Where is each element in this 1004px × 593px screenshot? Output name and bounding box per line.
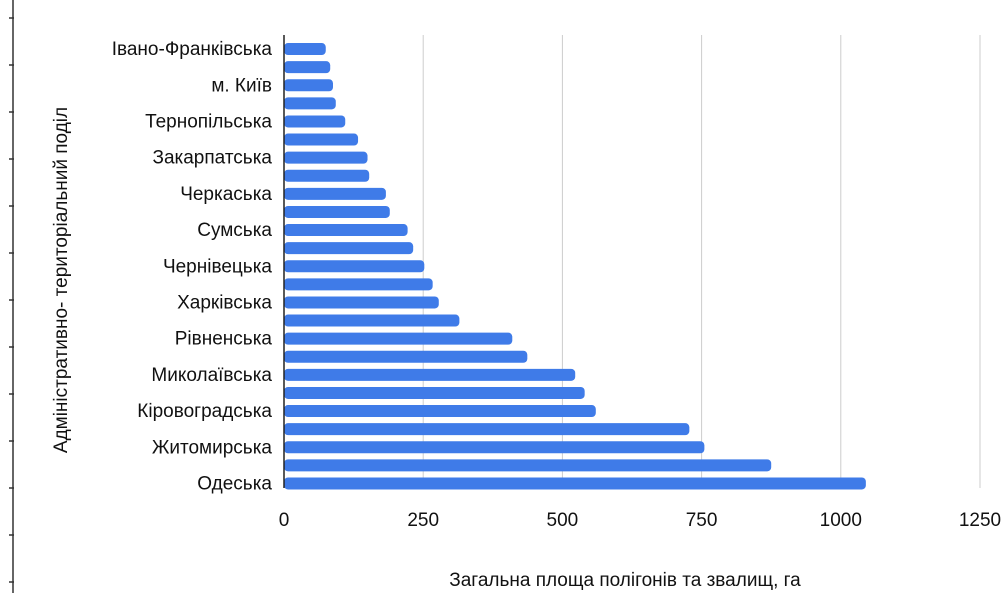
- y-tick-label: Одеська: [197, 473, 272, 494]
- bar: [284, 459, 772, 472]
- bar: [284, 278, 433, 291]
- x-tick-label: 1000: [820, 510, 862, 531]
- bar: [284, 43, 326, 56]
- bar: [284, 405, 596, 418]
- y-tick-label: Сумська: [197, 220, 272, 241]
- x-axis-title: Загальна площа полігонів та звалищ, га: [449, 570, 801, 591]
- bar: [284, 441, 705, 454]
- y-tick-label: Житомирська: [152, 437, 273, 458]
- bar: [284, 477, 866, 490]
- bar: [284, 242, 414, 255]
- bar: [284, 187, 386, 200]
- x-tick-label: 1250: [959, 510, 1001, 531]
- bar: [284, 386, 585, 399]
- y-tick-label: м. Київ: [211, 75, 272, 96]
- bar: [284, 314, 460, 327]
- bar: [284, 97, 336, 110]
- y-tick-label: Миколаївська: [151, 365, 272, 386]
- bar: [284, 205, 390, 218]
- y-axis-title: Адміністративно- територіальний поділ: [51, 107, 72, 453]
- bar: [284, 423, 690, 436]
- left-edge-marks: [9, 0, 14, 593]
- y-tick-label: Харківська: [177, 292, 272, 313]
- x-tick-label: 500: [547, 510, 579, 531]
- x-tick-label: 750: [686, 510, 718, 531]
- x-gridlines: [422, 35, 981, 488]
- bar: [284, 79, 333, 92]
- x-tick-labels: 0 250 500 750 1000 1250: [279, 510, 1001, 531]
- bar: [284, 332, 513, 345]
- bars: [284, 43, 866, 490]
- y-tick-label: Чернівецька: [163, 256, 272, 277]
- y-tick-label: Рівненська: [175, 329, 273, 350]
- bar: [284, 133, 359, 146]
- y-tick-label: Івано-Франківська: [112, 39, 273, 60]
- bar: [284, 350, 528, 363]
- x-tick-label: 250: [407, 510, 439, 531]
- bar: [284, 224, 408, 237]
- bar: [284, 61, 331, 74]
- bar: [284, 151, 368, 164]
- bar: [284, 115, 346, 128]
- bar: [284, 368, 576, 381]
- bar: [284, 169, 370, 182]
- y-tick-label: Кіровоградська: [137, 401, 272, 422]
- y-tick-label: Закарпатська: [152, 148, 272, 169]
- bar: [284, 296, 439, 309]
- y-tick-label: Черкаська: [180, 184, 272, 205]
- y-tick-labels: Івано-Франківська м. Київ Тернопільська Зак…: [112, 39, 273, 494]
- x-tick-label: 0: [279, 510, 290, 531]
- y-tick-label: Тернопільська: [145, 111, 272, 132]
- bar: [284, 260, 425, 273]
